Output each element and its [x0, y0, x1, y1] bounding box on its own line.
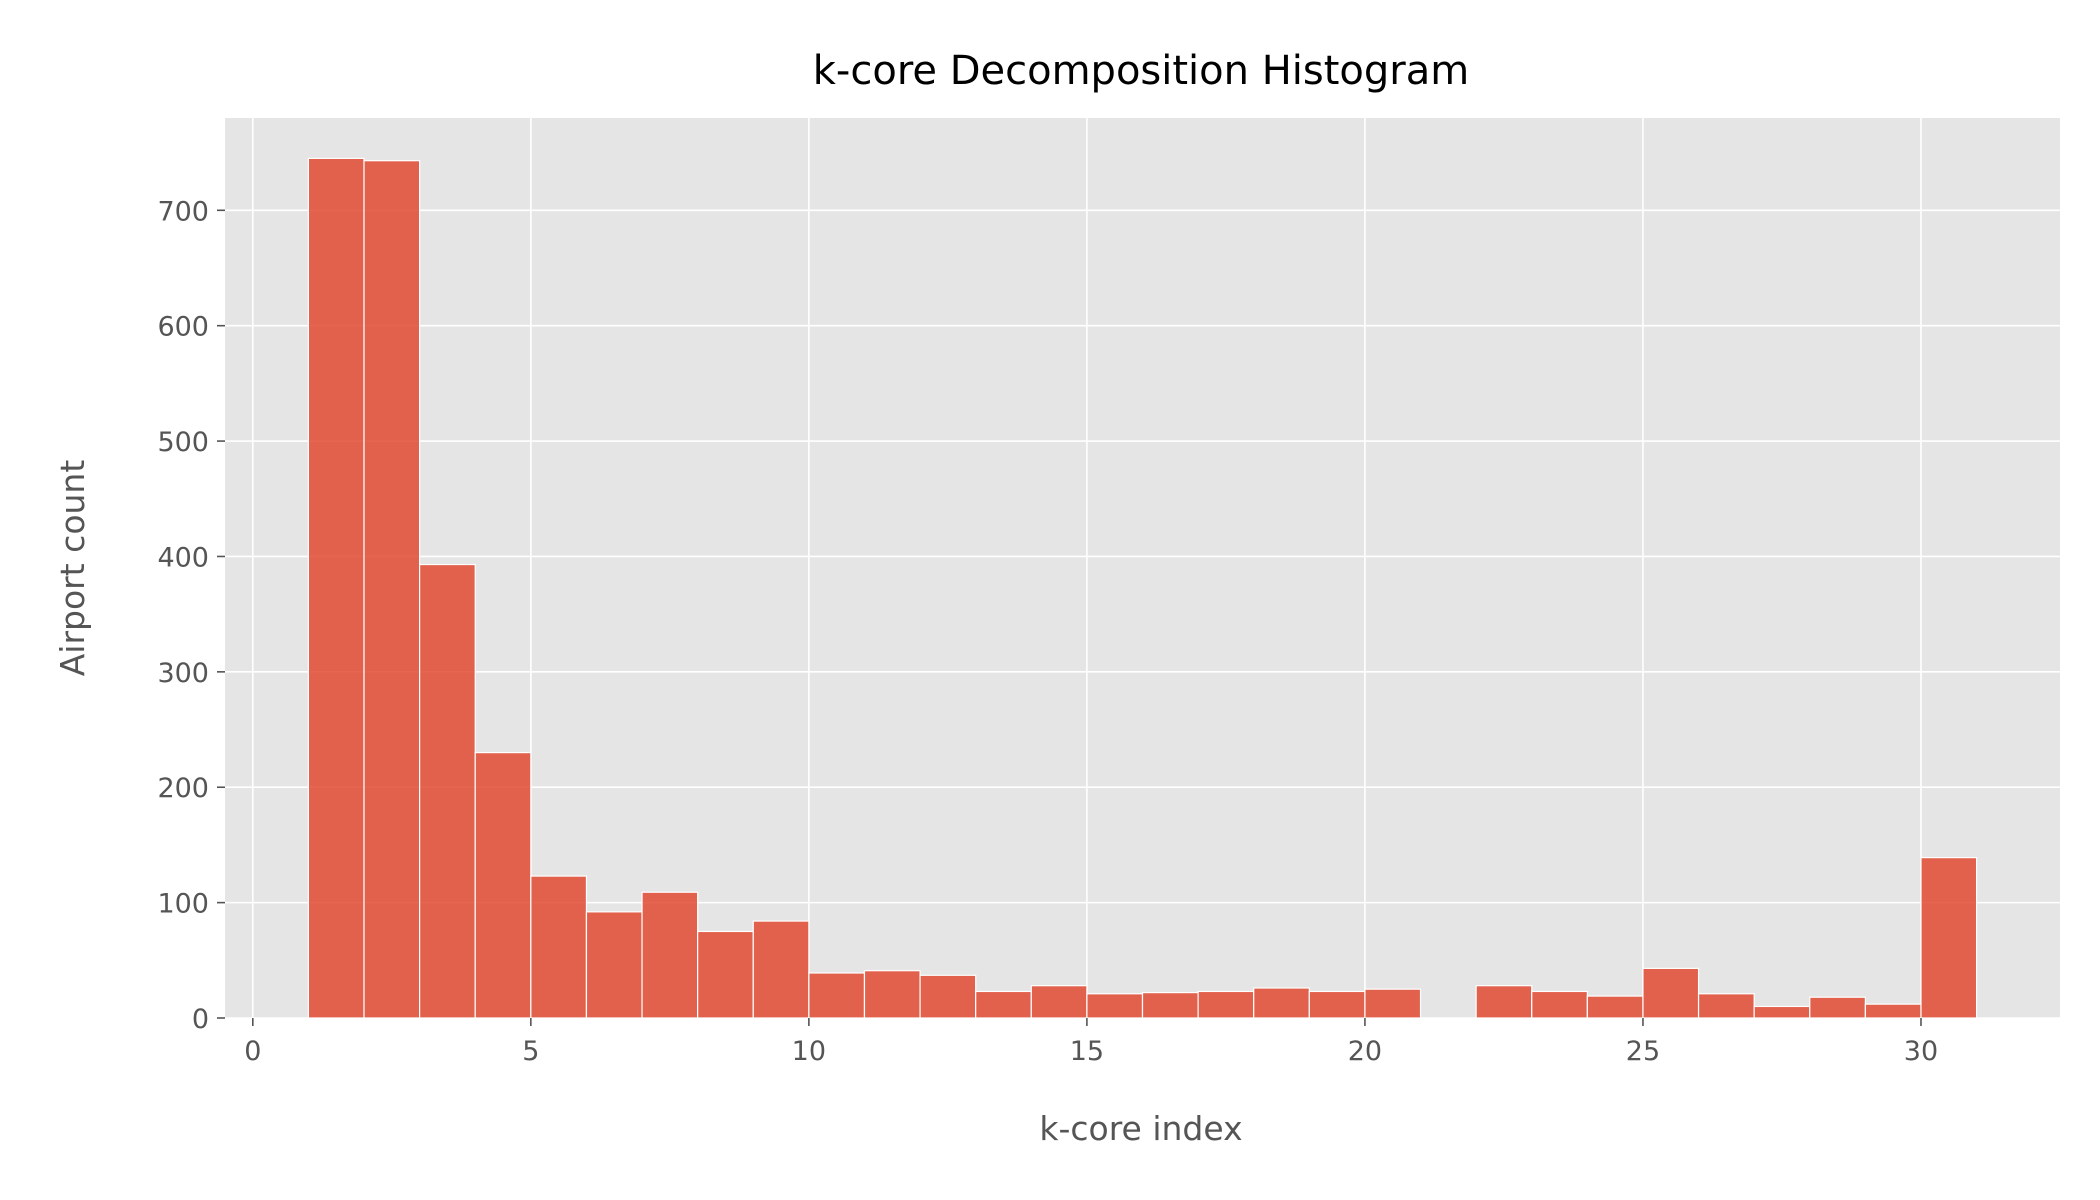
- x-tick-label: 20: [1348, 1036, 1382, 1067]
- histogram-bar: [863, 970, 921, 1019]
- x-axis: 0 5 10 15 20 25 30: [244, 1018, 1938, 1067]
- histogram-bar: [1364, 988, 1422, 1019]
- x-tick-label: 0: [244, 1036, 261, 1067]
- histogram-bar: [808, 972, 866, 1019]
- x-tick-label: 25: [1626, 1036, 1660, 1067]
- histogram-bar: [1030, 985, 1088, 1019]
- histogram-bar: [1308, 990, 1366, 1019]
- chart-title: k-core Decomposition Histogram: [813, 48, 1469, 94]
- y-tick-label: 100: [157, 889, 209, 920]
- x-tick-label: 10: [792, 1036, 826, 1067]
- histogram-bar: [975, 990, 1032, 1019]
- y-tick-label: 600: [157, 312, 209, 343]
- histogram-bar: [1197, 990, 1255, 1019]
- bars: [307, 157, 1978, 1019]
- histogram-bar: [530, 875, 588, 1019]
- y-tick-label: 200: [157, 773, 209, 804]
- histogram-bar: [363, 160, 421, 1019]
- histogram-bar: [919, 974, 977, 1019]
- histogram-bar: [1697, 993, 1755, 1019]
- histogram-bar: [1253, 987, 1310, 1019]
- histogram-bar: [1475, 985, 1533, 1019]
- histogram-bar: [697, 930, 754, 1019]
- histogram-bar: [1586, 995, 1644, 1019]
- histogram-bar: [641, 891, 699, 1019]
- y-axis: 0 100 200 300 400 500 600 700: [157, 196, 225, 1035]
- x-axis-label: k-core index: [1039, 1109, 1242, 1148]
- y-tick-label: 500: [157, 427, 209, 458]
- histogram-bar: [1086, 993, 1144, 1019]
- histogram-bar: [752, 920, 810, 1019]
- y-tick-label: 300: [157, 658, 209, 689]
- histogram-bar: [1864, 1003, 1922, 1019]
- histogram-bar: [1642, 967, 1700, 1019]
- y-tick-label: 0: [192, 1004, 209, 1035]
- x-tick-label: 5: [522, 1036, 539, 1067]
- histogram-bar: [1531, 990, 1588, 1019]
- y-axis-label: Airport count: [53, 460, 92, 677]
- histogram-bar: [1920, 857, 1978, 1019]
- x-tick-label: 30: [1904, 1036, 1938, 1067]
- histogram-bar: [419, 563, 476, 1019]
- y-tick-label: 700: [157, 196, 209, 227]
- y-tick-label: 400: [157, 542, 209, 573]
- x-tick-label: 15: [1070, 1036, 1104, 1067]
- histogram-bar: [1141, 992, 1199, 1019]
- histogram-bar: [307, 157, 365, 1019]
- histogram-bar: [1753, 1005, 1811, 1019]
- histogram-bar: [1809, 996, 1866, 1019]
- histogram-bar: [585, 911, 643, 1019]
- histogram-bar: [474, 752, 532, 1019]
